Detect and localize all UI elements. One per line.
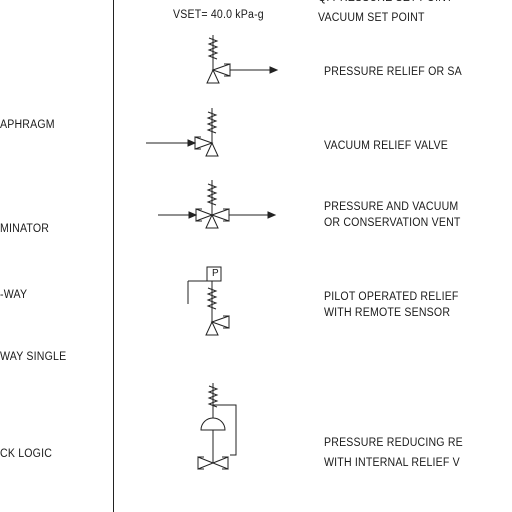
desc-pilot-operated-line1: PILOT OPERATED RELIEF [324,291,459,303]
left-label-four-way-single: WAY SINGLE [0,351,67,363]
vacuum-relief-valve-symbol [146,108,218,156]
vacuum-setpoint-label: VACUUM SET POINT [318,12,425,24]
desc-vacuum-relief: VACUUM RELIEF VALVE [324,140,449,152]
pressure-setpoint-label-clipped: Q. PRESSURE SET POINT [318,0,453,5]
desc-pilot-operated-line2: WITH REMOTE SENSOR [324,307,451,319]
pressure-vacuum-vent-symbol [158,180,275,228]
pilot-operated-relief-symbol [188,267,229,335]
pressure-reducing-regulator-symbol [198,383,236,469]
vset-label: VSET= 40.0 kPa-g [173,9,264,21]
desc-pressure-relief: PRESSURE RELIEF OR SA [324,66,462,78]
pressure-relief-valve-symbol [207,35,277,83]
desc-pressure-reducing-line2: WITH INTERNAL RELIEF V [324,457,460,469]
pilot-box-letter: P [212,268,219,279]
left-label-lock-logic: CK LOGIC [0,448,53,460]
desc-pressure-vacuum-line1: PRESSURE AND VACUUM [324,201,459,213]
column-divider [113,0,114,512]
desc-pressure-vacuum-line2: OR CONSERVATION VENT [324,217,461,229]
left-label-three-way: -WAY [0,289,28,301]
desc-pressure-reducing-line1: PRESSURE REDUCING RE [324,437,463,449]
left-label-terminator: MINATOR [0,223,50,235]
left-label-diaphragm: APHRAGM [0,119,55,131]
